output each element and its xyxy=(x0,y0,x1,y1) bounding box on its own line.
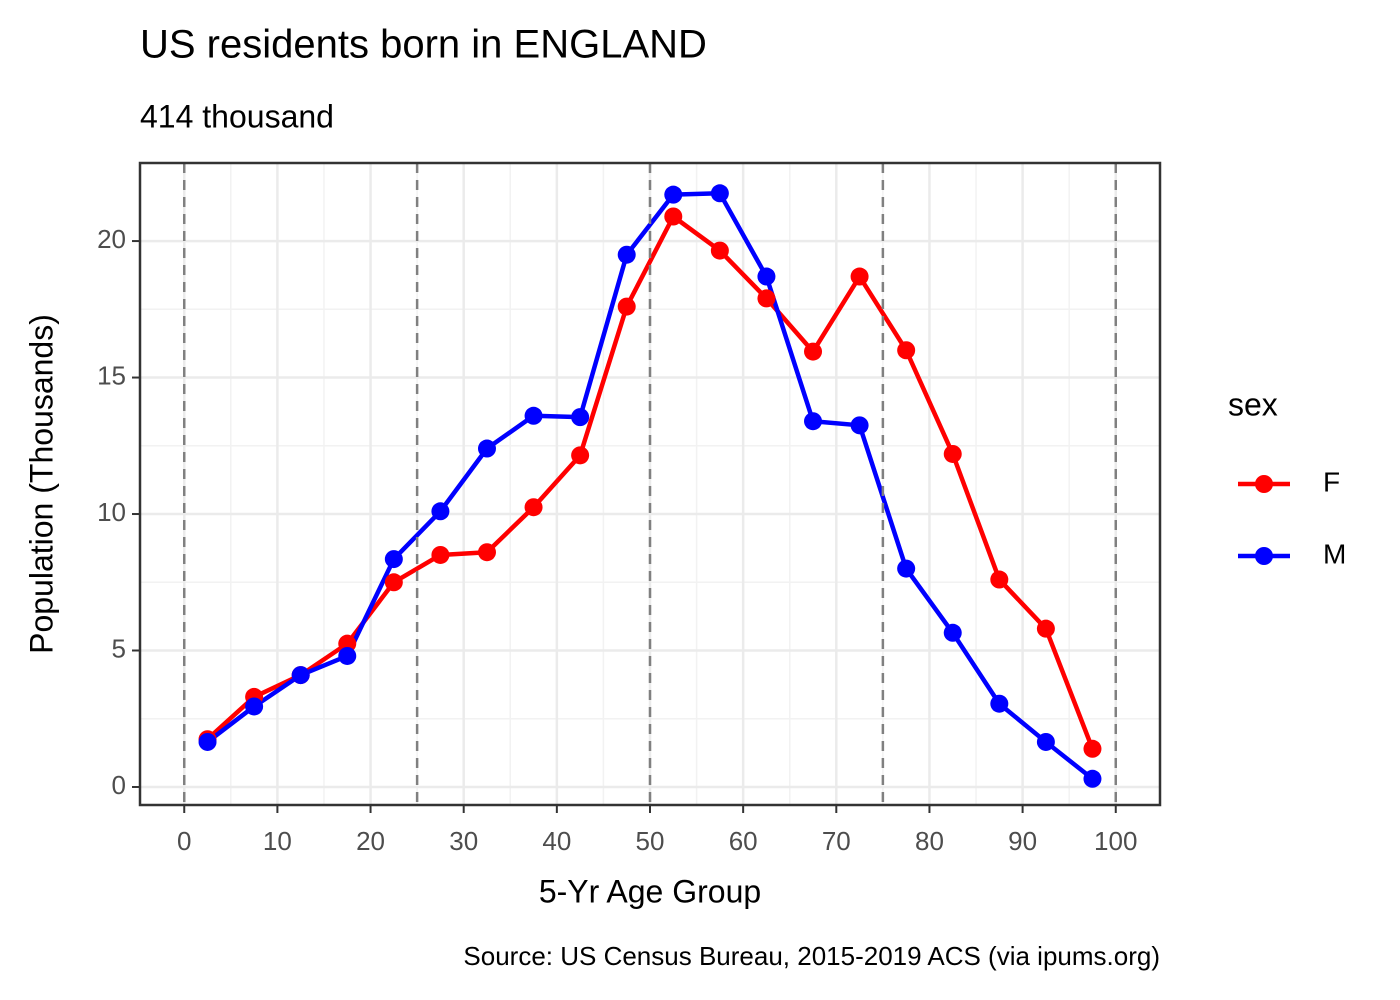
data-point xyxy=(338,646,357,665)
chart-subtitle: 414 thousand xyxy=(140,98,334,134)
data-point xyxy=(664,207,683,226)
data-point xyxy=(1083,769,1102,788)
data-point xyxy=(524,498,543,517)
x-tick-label: 70 xyxy=(822,826,851,856)
data-point xyxy=(897,341,916,360)
x-tick-label: 10 xyxy=(263,826,292,856)
data-point xyxy=(850,267,869,286)
x-axis-title: 5-Yr Age Group xyxy=(539,873,761,909)
data-point xyxy=(198,732,217,751)
data-point xyxy=(431,502,450,521)
data-point xyxy=(1036,619,1055,638)
data-point xyxy=(897,559,916,578)
chart-title: US residents born in ENGLAND xyxy=(140,23,707,67)
data-point xyxy=(384,573,403,592)
x-tick-label: 0 xyxy=(177,826,191,856)
data-point xyxy=(710,241,729,260)
x-tick-label: 80 xyxy=(915,826,944,856)
data-point xyxy=(804,412,823,431)
data-point xyxy=(990,694,1009,713)
legend-key-point xyxy=(1255,547,1273,565)
data-point xyxy=(943,623,962,642)
x-tick-label: 50 xyxy=(636,826,665,856)
data-point xyxy=(1083,739,1102,758)
data-point xyxy=(664,185,683,204)
x-tick-label: 60 xyxy=(729,826,758,856)
legend-title: sex xyxy=(1228,386,1278,422)
data-point xyxy=(524,406,543,425)
data-point xyxy=(1036,732,1055,751)
series-line xyxy=(206,214,1095,750)
y-tick-label: 15 xyxy=(97,360,126,390)
legend-label: F xyxy=(1323,466,1340,497)
y-axis-title: Population (Thousands) xyxy=(23,314,59,654)
data-point xyxy=(477,439,496,458)
caption: Source: US Census Bureau, 2015-2019 ACS … xyxy=(463,941,1160,971)
data-point xyxy=(477,543,496,562)
legend-label: M xyxy=(1323,538,1346,569)
x-tick-label: 100 xyxy=(1094,826,1137,856)
y-tick-label: 10 xyxy=(97,497,126,527)
y-tick-label: 20 xyxy=(97,224,126,254)
data-point xyxy=(384,550,403,569)
data-point xyxy=(804,342,823,361)
x-tick-label: 20 xyxy=(356,826,385,856)
data-point xyxy=(757,289,776,308)
data-point xyxy=(850,416,869,435)
x-tick-label: 40 xyxy=(542,826,571,856)
grid xyxy=(140,163,1160,805)
data-point xyxy=(617,297,636,316)
x-tick-label: 30 xyxy=(449,826,478,856)
data-point xyxy=(431,545,450,564)
data-point xyxy=(571,446,590,465)
data-point xyxy=(571,408,590,427)
data-point xyxy=(617,245,636,264)
data-point xyxy=(245,697,264,716)
legend-key-point xyxy=(1255,475,1273,493)
y-tick-label: 5 xyxy=(112,633,126,663)
data-point xyxy=(291,666,310,685)
data-point xyxy=(943,444,962,463)
x-tick-label: 90 xyxy=(1008,826,1037,856)
data-point xyxy=(990,570,1009,589)
plot-marks xyxy=(198,184,1102,788)
plot-border xyxy=(138,161,1162,807)
data-point xyxy=(710,184,729,203)
data-point xyxy=(757,267,776,286)
y-tick-label: 0 xyxy=(112,770,126,800)
